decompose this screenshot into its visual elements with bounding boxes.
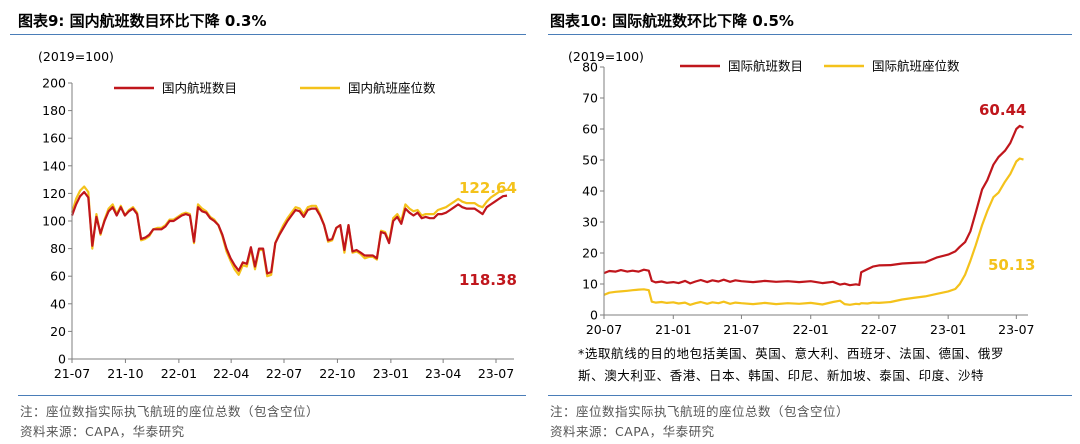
right-figure-title: 图表10: 国际航班数环比下降 0.5%	[550, 12, 794, 30]
x-tick-label: 22-01	[161, 366, 197, 381]
left-unit-label: (2019=100)	[38, 49, 114, 64]
x-tick-label: 22-07	[861, 322, 897, 337]
left-note-rule	[18, 395, 526, 396]
y-tick-label: 60	[582, 122, 598, 137]
y-tick-label: 200	[42, 76, 66, 91]
y-tick-label: 50	[582, 153, 598, 168]
right-unit-label: (2019=100)	[568, 49, 644, 64]
x-tick-label: 22-04	[213, 366, 249, 381]
x-tick-label: 23-07	[478, 366, 514, 381]
y-tick-label: 140	[42, 158, 66, 173]
x-tick-label: 21-07	[54, 366, 90, 381]
end-label-flights: 60.44	[979, 101, 1026, 119]
destinations-footnote: *选取航线的目的地包括美国、英国、意大利、西班牙、法国、德国、俄罗 斯、澳大利亚…	[578, 343, 1004, 387]
x-tick-label: 22-10	[319, 366, 355, 381]
y-tick-label: 120	[42, 186, 66, 201]
x-tick-label: 23-01	[930, 322, 966, 337]
series-line-flights	[70, 190, 508, 275]
y-tick-label: 60	[50, 269, 66, 284]
legend-label-seats: 国际航班座位数	[872, 59, 960, 74]
y-tick-label: 40	[50, 296, 66, 311]
y-tick-label: 100	[42, 214, 66, 229]
series-line-flights	[603, 124, 1024, 287]
x-tick-label: 23-07	[998, 322, 1034, 337]
right-source: 资料来源：CAPA，华泰研究	[550, 424, 715, 439]
x-tick-label: 23-04	[425, 366, 461, 381]
right-note: 注：座位数指实际执飞航班的座位总数（包含空位）	[550, 404, 850, 419]
right-note-rule	[548, 395, 1072, 396]
international-flights-chart: (2019=100) 0 10 20 30 40 50 60 70 80 20-07 21-01 21…	[568, 49, 1035, 337]
x-tick-label: 21-07	[723, 322, 759, 337]
left-figure-panel: 图表9: 国内航班数目环比下降 0.3% (2019=100) 0 20 40 60 8…	[0, 0, 530, 444]
footnote-line: 斯、澳大利亚、香港、日本、韩国、印尼、新加坡、泰国、印度、沙特	[578, 368, 985, 383]
x-tick-label: 20-07	[586, 322, 622, 337]
legend-label-seats: 国内航班座位数	[348, 81, 436, 96]
y-tick-label: 0	[590, 308, 598, 323]
legend-label-flights: 国际航班数目	[728, 59, 803, 74]
x-tick-label: 23-01	[373, 366, 409, 381]
series-line-seats	[603, 157, 1024, 306]
end-label-seats: 50.13	[988, 256, 1035, 274]
right-title-rule	[548, 34, 1072, 35]
y-tick-label: 0	[58, 352, 66, 367]
domestic-flights-chart: (2019=100) 0 20 40 60 80 100 120 140 160 180 200 21…	[38, 49, 517, 381]
x-tick-label: 21-10	[107, 366, 143, 381]
legend-label-flights: 国内航班数目	[162, 81, 237, 96]
y-tick-label: 30	[582, 215, 598, 230]
right-figure-panel: 图表10: 国际航班数环比下降 0.5% (2019=100) 0 10 20 30 4…	[548, 0, 1080, 444]
left-source: 资料来源：CAPA，华泰研究	[20, 424, 185, 439]
x-tick-label: 21-01	[655, 322, 691, 337]
y-tick-label: 80	[582, 60, 598, 75]
end-label-flights: 118.38	[459, 271, 517, 289]
left-note: 注：座位数指实际执飞航班的座位总数（包含空位）	[20, 404, 320, 419]
x-tick-label: 22-01	[793, 322, 829, 337]
y-tick-label: 10	[582, 277, 598, 292]
y-tick-label: 80	[50, 241, 66, 256]
y-tick-label: 20	[50, 324, 66, 339]
series-line-seats	[70, 185, 508, 278]
left-title-rule	[10, 34, 526, 35]
footnote-line: *选取航线的目的地包括美国、英国、意大利、西班牙、法国、德国、俄罗	[578, 346, 1005, 361]
x-tick-label: 22-07	[266, 366, 302, 381]
left-figure-title: 图表9: 国内航班数目环比下降 0.3%	[18, 12, 267, 30]
end-label-seats: 122.64	[459, 179, 517, 197]
y-tick-label: 20	[582, 246, 598, 261]
y-tick-label: 160	[42, 131, 66, 146]
y-tick-label: 70	[582, 91, 598, 106]
y-tick-label: 40	[582, 184, 598, 199]
y-tick-label: 180	[42, 103, 66, 118]
